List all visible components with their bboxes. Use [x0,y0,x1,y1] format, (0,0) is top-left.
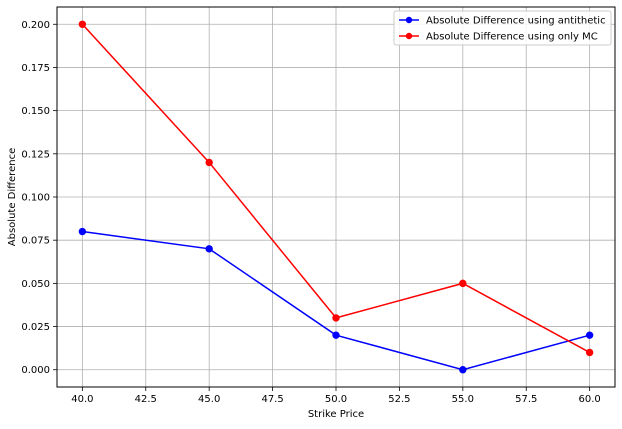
legend-item: Absolute Difference using antithetic [399,16,606,27]
y-tick-label: 0.100 [21,193,50,204]
x-axis-ticks: 40.0 42.5 45.0 47.5 50.0 52.5 55.0 57.5 60.0 [71,387,601,405]
data-point [205,158,213,167]
y-tick-label: 0.175 [21,63,50,74]
x-tick-label: 42.5 [135,394,157,405]
x-tick-label: 55.0 [452,394,474,405]
legend: Absolute Difference using antithetic Abso… [393,10,612,46]
legend-label: Absolute Difference using antithetic [426,16,606,27]
data-point [205,245,213,253]
x-tick-label: 40.0 [71,394,93,405]
grid-lines [57,7,615,387]
x-tick-label: 57.5 [515,394,537,405]
legend-item: Absolute Difference using only MC [399,32,598,43]
legend-marker [405,16,413,24]
data-point [585,348,594,357]
data-point [332,314,340,322]
data-point [585,331,594,339]
data-point [459,366,467,374]
y-tick-label: 0.050 [21,279,50,290]
y-axis-ticks: 0.000 0.025 0.050 0.075 0.100 0.125 0.150 0.175… [21,20,57,376]
y-tick-label: 0.000 [21,365,50,376]
y-tick-label: 0.150 [21,106,50,117]
series-layer [78,20,594,374]
y-tick-label: 0.025 [21,322,50,333]
y-axis-label: Absolute Difference [7,148,18,246]
legend-marker [405,32,413,40]
legend-box [393,10,612,46]
series-1 [78,227,594,374]
legend-label: Absolute Difference using only MC [426,32,598,43]
x-tick-label: 50.0 [325,394,347,405]
x-tick-label: 45.0 [198,394,220,405]
y-tick-label: 0.075 [21,236,50,247]
series-2 [78,20,594,357]
x-tick-label: 47.5 [261,394,283,405]
x-tick-label: 60.0 [579,394,601,405]
x-axis-label: Strike Price [308,409,364,420]
x-tick-label: 52.5 [388,394,410,405]
data-point [78,20,87,28]
data-point [78,227,87,236]
y-tick-label: 0.200 [21,20,50,31]
data-point [332,331,340,339]
data-point [459,279,467,288]
y-tick-label: 0.125 [21,149,50,160]
